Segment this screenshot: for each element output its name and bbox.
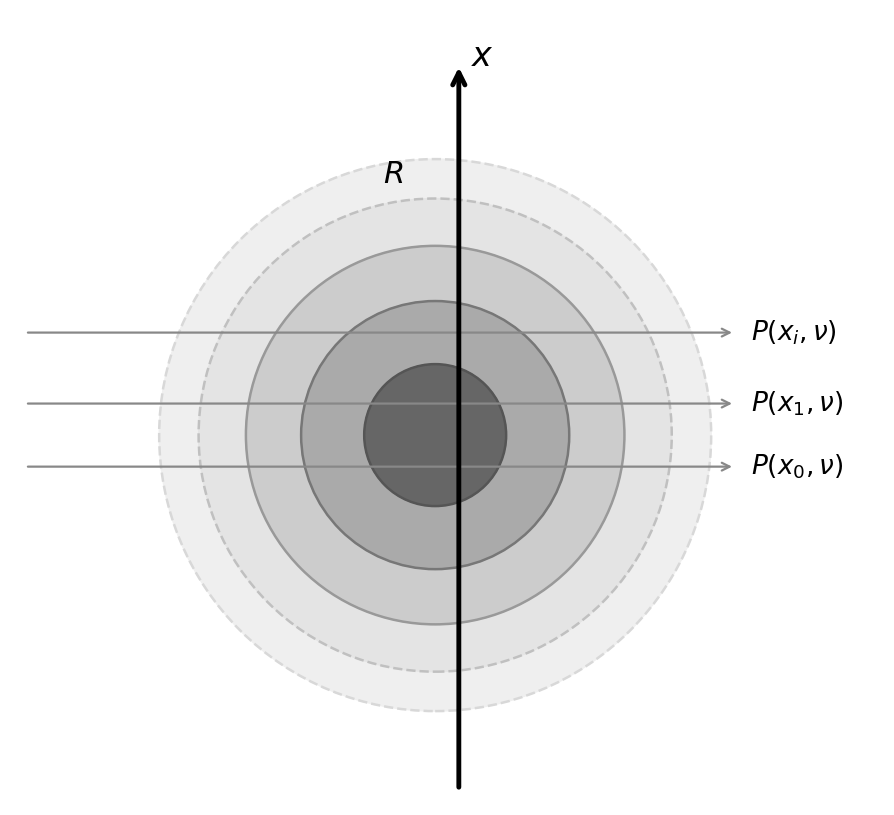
Text: $x$: $x$	[470, 41, 493, 73]
Circle shape	[246, 246, 624, 624]
Text: $P(x_1, \nu)$: $P(x_1, \nu)$	[751, 390, 843, 418]
Circle shape	[364, 364, 506, 506]
Circle shape	[198, 199, 671, 672]
Circle shape	[301, 301, 569, 569]
Circle shape	[159, 159, 711, 711]
Text: $P(x_i, \nu)$: $P(x_i, \nu)$	[751, 319, 837, 347]
Text: $P(x_0, \nu)$: $P(x_0, \nu)$	[751, 452, 843, 481]
Text: $R$: $R$	[384, 160, 403, 191]
